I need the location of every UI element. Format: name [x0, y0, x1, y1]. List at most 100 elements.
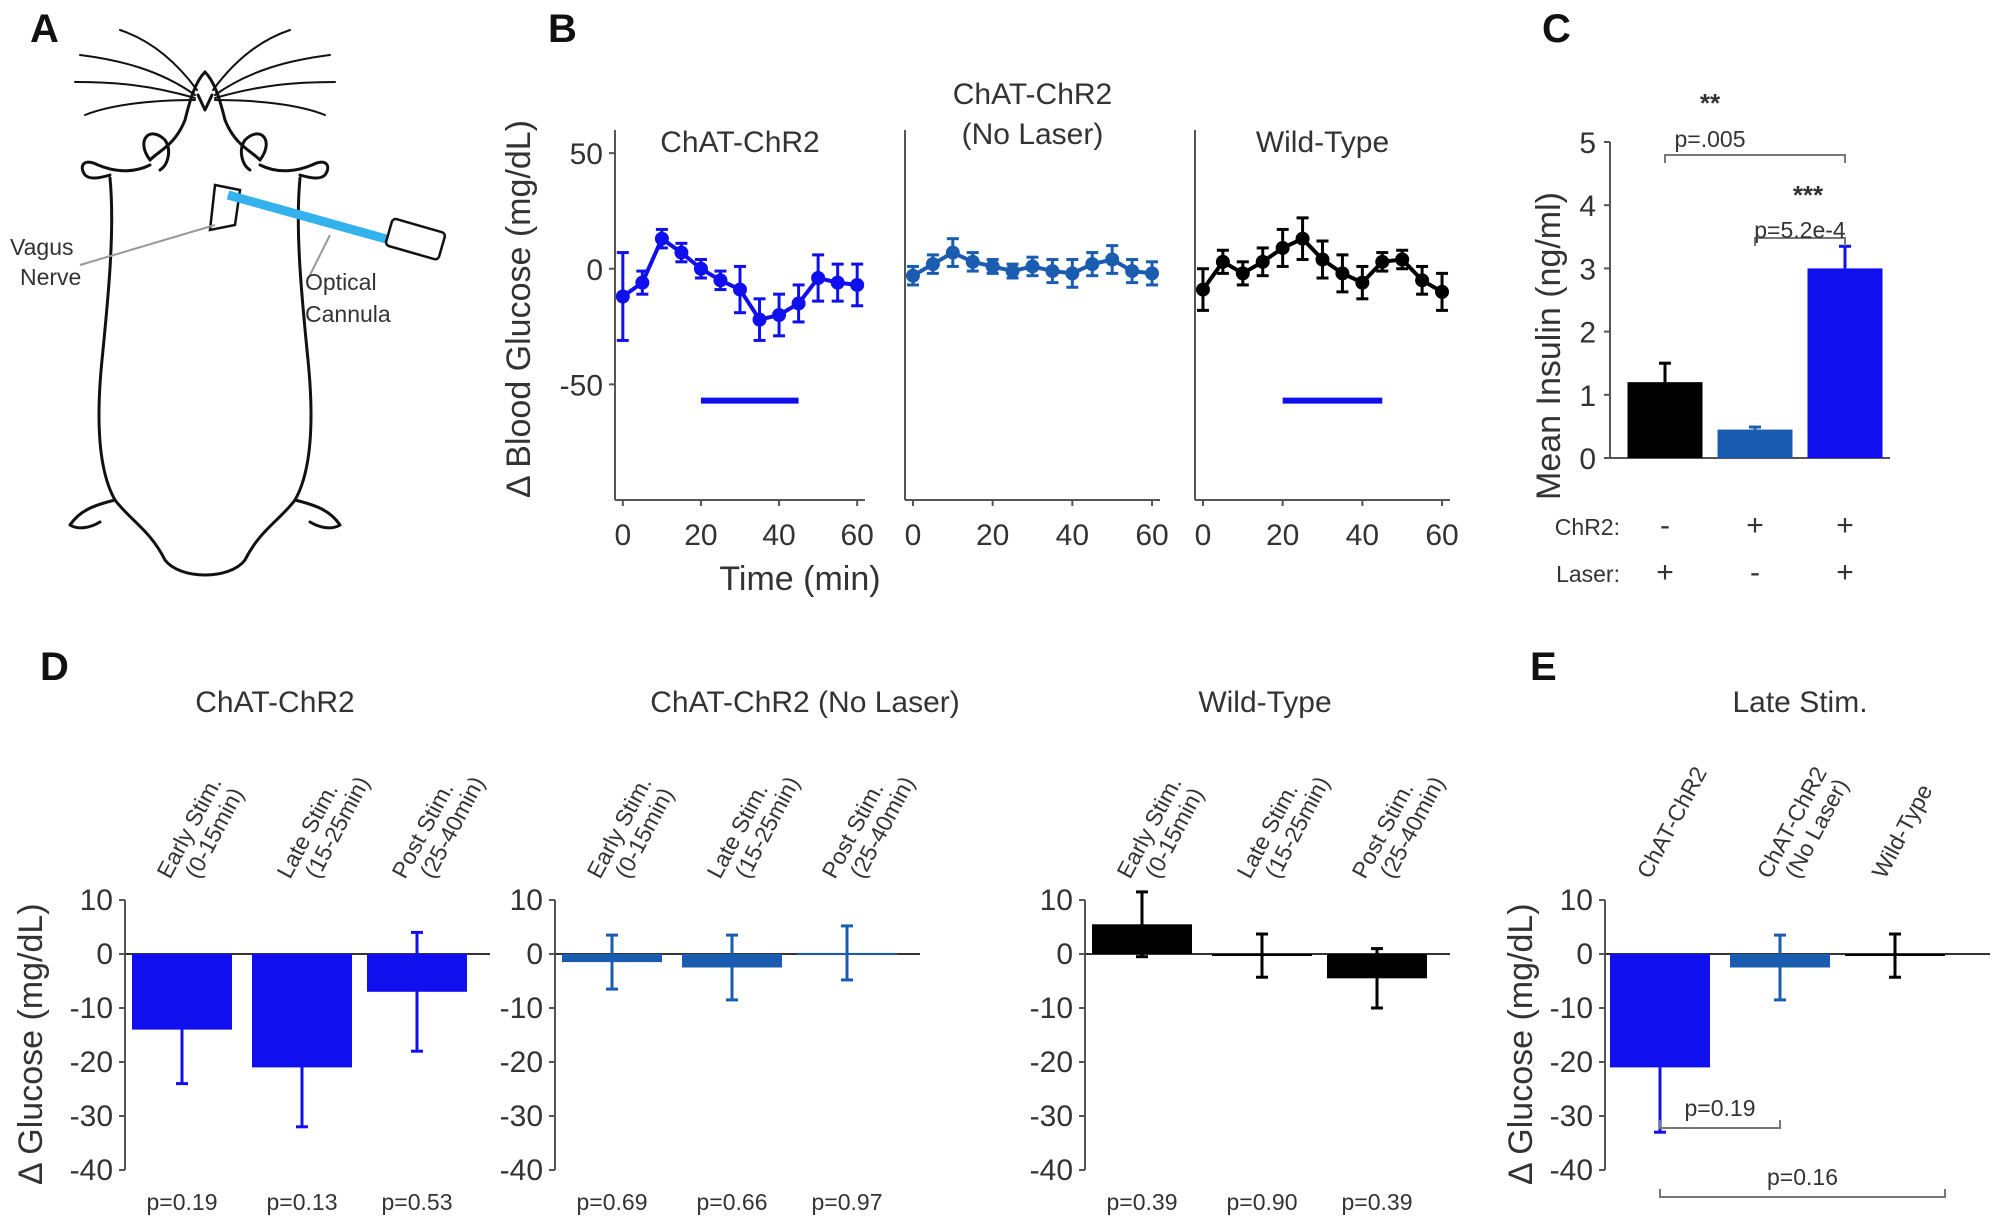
panel-b-ytick-label: 0 — [586, 254, 603, 287]
panel-b-point — [1195, 282, 1210, 297]
whiskers — [74, 29, 336, 116]
panel-b-ytick-label: -50 — [560, 369, 603, 402]
panel-b-point — [615, 289, 630, 304]
panel-d-ytick-label: -40 — [500, 1154, 543, 1187]
panel-c-chart: 0 1 2 3 4 5 - + + - + + ChR2: Laser: p=.005 ** p=5.2e-4 *… — [1555, 88, 1890, 589]
panel-letter-a: A — [30, 7, 59, 51]
panel-d-ytick-label: 0 — [526, 938, 543, 971]
panel-b-point — [1065, 266, 1080, 281]
panel-b-xtick-label: 40 — [1056, 519, 1089, 552]
panel-b-xtick-label: 0 — [905, 519, 922, 552]
panel-e-category-label: ChAT-ChR2 — [1631, 762, 1711, 882]
panel-b-point — [674, 245, 689, 260]
panel-e-title: Late Stim. — [1732, 686, 1867, 719]
panel-c-laser-sign: + — [1836, 556, 1854, 589]
panel-c-chr2-sign: - — [1660, 509, 1670, 542]
panel-c-stars: *** — [1793, 180, 1824, 210]
vagus-label-1: Vagus — [10, 234, 74, 260]
panel-b-ytick-label: 50 — [570, 138, 603, 171]
panel-b-xtick-label: 0 — [1195, 519, 1212, 552]
panel-e: E Late Stim. Δ Glucose (mg/dL) 10 0 -10 -20… — [1502, 645, 1990, 1198]
panel-b-point — [830, 275, 845, 290]
cannula-label-2: Cannula — [305, 301, 391, 327]
panel-b-point — [733, 282, 747, 297]
panel-b-point — [1085, 257, 1100, 272]
optical-setup — [79, 183, 447, 276]
panel-c-chr2-sign: + — [1836, 509, 1854, 542]
panel-d-pvalue: p=0.97 — [812, 1189, 883, 1215]
panel-e-bar — [1610, 954, 1710, 1068]
panel-b-point — [1255, 254, 1270, 269]
panel-c-bar — [1627, 382, 1703, 458]
panel-b-point — [1375, 254, 1390, 269]
cannula-icon — [384, 217, 447, 261]
panel-d-ytick-label: -10 — [70, 992, 113, 1025]
panel-c-row-label: Laser: — [1556, 561, 1620, 587]
panel-d-ytick-label: -10 — [1030, 992, 1073, 1025]
panel-b-point — [772, 308, 787, 322]
panel-e-ytick-label: -40 — [1550, 1154, 1593, 1187]
panel-b-point — [905, 268, 920, 283]
panel-c-row-label: ChR2: — [1555, 514, 1620, 540]
panel-d-pvalue: p=0.69 — [577, 1189, 648, 1215]
panel-c-chr2-sign: + — [1746, 509, 1764, 542]
cannula-pointer — [309, 234, 331, 276]
panel-letter-e: E — [1530, 645, 1557, 689]
panel-e-ytick-label: 0 — [1576, 938, 1593, 971]
panel-b-series-title: ChAT-ChR2 — [953, 78, 1113, 111]
panel-c-stars: ** — [1700, 88, 1721, 118]
panel-d-ytick-label: -40 — [1030, 1154, 1073, 1187]
panel-b-point — [1435, 284, 1450, 299]
panel-b: B Δ Blood Glucose (mg/dL) Time (min) ChA… — [500, 7, 1459, 598]
panel-c-laser-sign: - — [1750, 556, 1760, 589]
panel-b-point — [1215, 254, 1230, 269]
panel-b-point — [945, 245, 960, 260]
panel-d-ytick-label: 0 — [96, 938, 113, 971]
panel-b-point — [1355, 275, 1370, 290]
panel-c-ylabel: Mean Insulin (ng/ml) — [1530, 192, 1568, 500]
panel-d-pvalue: p=0.13 — [267, 1189, 338, 1215]
panel-d-ytick-label: -20 — [70, 1046, 113, 1079]
panel-d-ytick-label: -30 — [500, 1100, 543, 1133]
panel-b-xtick-label: 0 — [614, 519, 631, 552]
panel-d-ytick-label: 10 — [80, 884, 113, 917]
panel-c-comparison-bracket — [1664, 154, 1846, 163]
panel-d-pvalue: p=0.39 — [1107, 1189, 1178, 1215]
panel-c-ytick-label: 2 — [1579, 317, 1596, 350]
panel-b-point — [985, 259, 1000, 274]
panel-b-xlabel: Time (min) — [719, 560, 880, 598]
panel-b-xtick-label: 60 — [1135, 519, 1168, 552]
panel-b-xtick-label: 20 — [976, 519, 1009, 552]
panel-d-ytick-label: 10 — [1040, 884, 1073, 917]
panel-e-ytick-label: -30 — [1550, 1100, 1593, 1133]
panel-d-pvalue: p=0.19 — [147, 1189, 218, 1215]
panel-c-ytick-label: 5 — [1579, 127, 1596, 160]
panel-d-ytick-label: -20 — [1030, 1046, 1073, 1079]
panel-c-ytick-label: 3 — [1579, 253, 1596, 286]
panel-b-point — [1105, 252, 1120, 267]
panel-b-chart: ChAT-ChR2 0 20 40 60 50 0 -50 ChAT-ChR2 (No Laser… — [560, 78, 1459, 552]
panel-letter-b: B — [548, 7, 577, 51]
panel-d-pvalue: p=0.53 — [382, 1189, 453, 1215]
panel-b-point — [635, 275, 650, 290]
panel-b-point — [1415, 273, 1430, 288]
cannula-label-1: Optical — [305, 269, 377, 295]
panel-b-point — [791, 296, 806, 311]
panel-e-ylabel: Δ Glucose (mg/dL) — [1502, 903, 1540, 1185]
panel-b-point — [1145, 266, 1160, 281]
panel-c-ytick-label: 4 — [1579, 190, 1596, 223]
panel-d-ytick-label: -20 — [500, 1046, 543, 1079]
panel-b-point — [1045, 264, 1060, 279]
panel-b-point — [1025, 259, 1040, 274]
panel-b-series-title: (No Laser) — [962, 118, 1104, 151]
panel-b-xtick-label: 20 — [1266, 519, 1299, 552]
panel-b-point — [1125, 264, 1140, 279]
panel-d-pvalue: p=0.39 — [1342, 1189, 1413, 1215]
panel-letter-d: D — [40, 645, 69, 689]
panel-b-point — [752, 312, 767, 327]
panel-b-point — [925, 257, 940, 272]
panel-b-series-title: Wild-Type — [1256, 126, 1389, 159]
panel-e-ytick-label: 10 — [1560, 884, 1593, 917]
